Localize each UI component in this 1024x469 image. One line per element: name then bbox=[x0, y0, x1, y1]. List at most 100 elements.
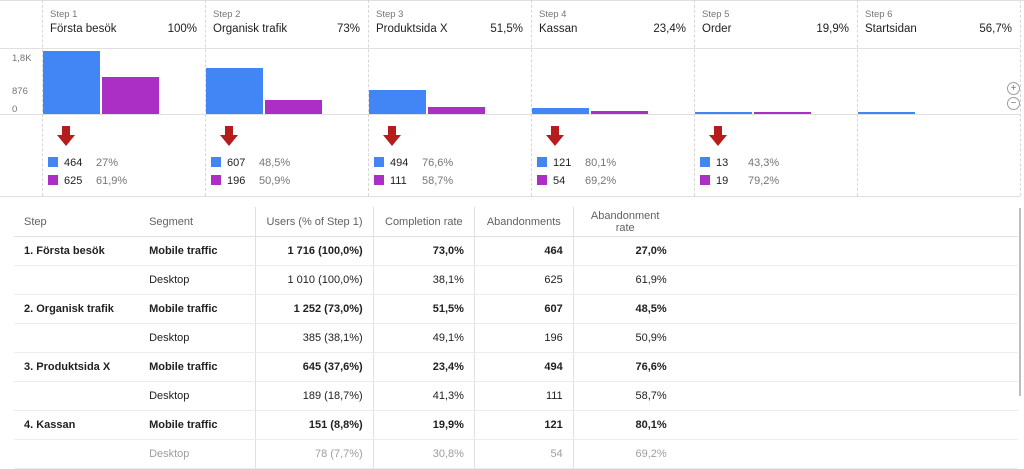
table-row[interactable]: Desktop 78 (7,7%) 30,8% 54 69,2% bbox=[14, 439, 1018, 469]
row-filler bbox=[676, 294, 1018, 324]
cell-completion-rate: 23,4% bbox=[373, 352, 475, 382]
table-row[interactable]: Desktop 385 (38,1%) 49,1% 196 50,9% bbox=[14, 323, 1018, 353]
cell-segment: Mobile traffic bbox=[139, 352, 257, 382]
bar-desktop[interactable] bbox=[754, 112, 811, 114]
cell-step bbox=[14, 439, 140, 469]
column-header-abandonments[interactable]: Abandonments bbox=[474, 207, 574, 237]
drop-off-arrow-icon bbox=[383, 126, 401, 146]
funnel-step-4[interactable]: Step 4 Kassan 23,4% 121 80,1% 54 69,2% bbox=[531, 0, 694, 196]
step-percentage: 56,7% bbox=[979, 23, 1012, 35]
cell-abandonments: 111 bbox=[474, 381, 574, 411]
table-row[interactable]: 3. Produktsida X Mobile traffic 645 (37,6%… bbox=[14, 352, 1018, 382]
bar-desktop[interactable] bbox=[102, 76, 159, 114]
abandonment-desktop: 111 58,7% bbox=[374, 175, 453, 189]
table-row[interactable]: 2. Organisk trafik Mobile traffic 1 252 (7… bbox=[14, 294, 1018, 324]
abandonment-percent: 61,9% bbox=[96, 175, 128, 187]
legend-swatch bbox=[48, 157, 58, 167]
abandonment-percent: 80,1% bbox=[585, 157, 617, 169]
step-number: Step 6 bbox=[865, 9, 893, 20]
column-header-segment[interactable]: Segment bbox=[139, 207, 257, 237]
step-number: Step 1 bbox=[50, 9, 78, 20]
drop-off-arrow-icon bbox=[220, 126, 238, 146]
cell-abandonment-rate: 61,9% bbox=[573, 265, 677, 295]
cell-completion-rate: 51,5% bbox=[373, 294, 475, 324]
legend-swatch bbox=[211, 157, 221, 167]
cell-completion-rate: 19,9% bbox=[373, 410, 475, 440]
cell-completion-rate: 30,8% bbox=[373, 439, 475, 469]
step-name: Första besök bbox=[50, 23, 117, 35]
abandonment-mobile: 494 76,6% bbox=[374, 157, 453, 171]
step-percentage: 73% bbox=[336, 23, 360, 35]
funnel-step-2[interactable]: Step 2 Organisk trafik 73% 607 48,5% 196 50,9% bbox=[205, 0, 368, 196]
cell-segment: Desktop bbox=[139, 439, 257, 469]
cell-step bbox=[14, 323, 140, 353]
legend-swatch bbox=[374, 175, 384, 185]
abandonment-mobile: 607 48,5% bbox=[211, 157, 290, 171]
cell-abandonments: 54 bbox=[474, 439, 574, 469]
legend-swatch bbox=[537, 157, 547, 167]
cell-completion-rate: 38,1% bbox=[373, 265, 475, 295]
cell-abandonment-rate: 80,1% bbox=[573, 410, 677, 440]
step-divider bbox=[531, 0, 532, 196]
abandonment-percent: 43,3% bbox=[748, 157, 780, 169]
bar-mobile[interactable] bbox=[206, 68, 263, 114]
abandonment-count: 13 bbox=[716, 157, 729, 169]
bar-mobile[interactable] bbox=[532, 108, 589, 114]
table-row[interactable]: 1. Första besök Mobile traffic 1 716 (100,… bbox=[14, 236, 1018, 266]
step-percentage: 23,4% bbox=[653, 23, 686, 35]
table-row[interactable]: Desktop 1 010 (100,0%) 38,1% 625 61,9% bbox=[14, 265, 1018, 295]
bar-desktop[interactable] bbox=[428, 107, 485, 114]
bar-mobile[interactable] bbox=[43, 51, 100, 114]
cell-step bbox=[14, 265, 140, 295]
bar-mobile[interactable] bbox=[695, 112, 752, 114]
cell-step: 3. Produktsida X bbox=[14, 352, 140, 382]
step-percentage: 51,5% bbox=[490, 23, 523, 35]
cell-completion-rate: 73,0% bbox=[373, 236, 475, 266]
cell-abandonments: 196 bbox=[474, 323, 574, 353]
legend-swatch bbox=[211, 175, 221, 185]
table-row[interactable]: 4. Kassan Mobile traffic 151 (8,8%) 19,9% 12… bbox=[14, 410, 1018, 440]
cell-abandonments: 494 bbox=[474, 352, 574, 382]
cell-users: 645 (37,6%) bbox=[255, 352, 374, 382]
abandonment-percent: 48,5% bbox=[259, 157, 291, 169]
bar-mobile[interactable] bbox=[369, 90, 426, 114]
cell-abandonments: 625 bbox=[474, 265, 574, 295]
cell-abandonments: 607 bbox=[474, 294, 574, 324]
cell-abandonment-rate: 76,6% bbox=[573, 352, 677, 382]
chart-border bbox=[1020, 0, 1021, 196]
cell-abandonment-rate: 27,0% bbox=[573, 236, 677, 266]
bar-desktop[interactable] bbox=[265, 99, 322, 114]
funnel-step-6[interactable]: Step 6 Startsidan 56,7% bbox=[857, 0, 1020, 196]
column-header-abandonment-rate[interactable]: Abandonment rate bbox=[573, 207, 677, 237]
step-number: Step 3 bbox=[376, 9, 404, 20]
bar-desktop[interactable] bbox=[591, 111, 648, 114]
abandonment-mobile: 464 27% bbox=[48, 157, 118, 171]
y-tick-label: 0 bbox=[12, 104, 18, 115]
table-row[interactable]: Desktop 189 (18,7%) 41,3% 111 58,7% bbox=[14, 381, 1018, 411]
cell-step bbox=[14, 381, 140, 411]
step-percentage: 19,9% bbox=[816, 23, 849, 35]
column-header-step[interactable]: Step bbox=[14, 207, 140, 237]
abandonment-percent: 79,2% bbox=[748, 175, 780, 187]
zoom-out-icon[interactable]: − bbox=[1007, 97, 1020, 110]
abandonment-count: 111 bbox=[390, 175, 407, 187]
funnel-step-3[interactable]: Step 3 Produktsida X 51,5% 494 76,6% 111 58,7% bbox=[368, 0, 531, 196]
legend-swatch bbox=[537, 175, 547, 185]
column-header-completion-rate[interactable]: Completion rate bbox=[373, 207, 475, 237]
abandonment-desktop: 19 79,2% bbox=[700, 175, 779, 189]
cell-segment: Desktop bbox=[139, 323, 257, 353]
funnel-step-1[interactable]: Step 1 Första besök 100% 464 27% 625 61,9% bbox=[42, 0, 205, 196]
table-scrollbar[interactable] bbox=[1019, 208, 1021, 396]
funnel-step-5[interactable]: Step 5 Order 19,9% 13 43,3% 19 79,2% bbox=[694, 0, 857, 196]
bar-mobile[interactable] bbox=[858, 112, 915, 114]
column-header-users[interactable]: Users (% of Step 1) bbox=[255, 207, 374, 237]
funnel-table: Step Segment Users (% of Step 1) Complet… bbox=[14, 207, 1018, 469]
cell-completion-rate: 41,3% bbox=[373, 381, 475, 411]
cell-completion-rate: 49,1% bbox=[373, 323, 475, 353]
zoom-in-icon[interactable]: + bbox=[1007, 82, 1020, 95]
cell-abandonment-rate: 69,2% bbox=[573, 439, 677, 469]
grid-line bbox=[0, 114, 1020, 115]
abandonment-percent: 27% bbox=[96, 157, 119, 169]
abandonment-percent: 58,7% bbox=[422, 175, 454, 187]
abandonment-desktop: 54 69,2% bbox=[537, 175, 616, 189]
